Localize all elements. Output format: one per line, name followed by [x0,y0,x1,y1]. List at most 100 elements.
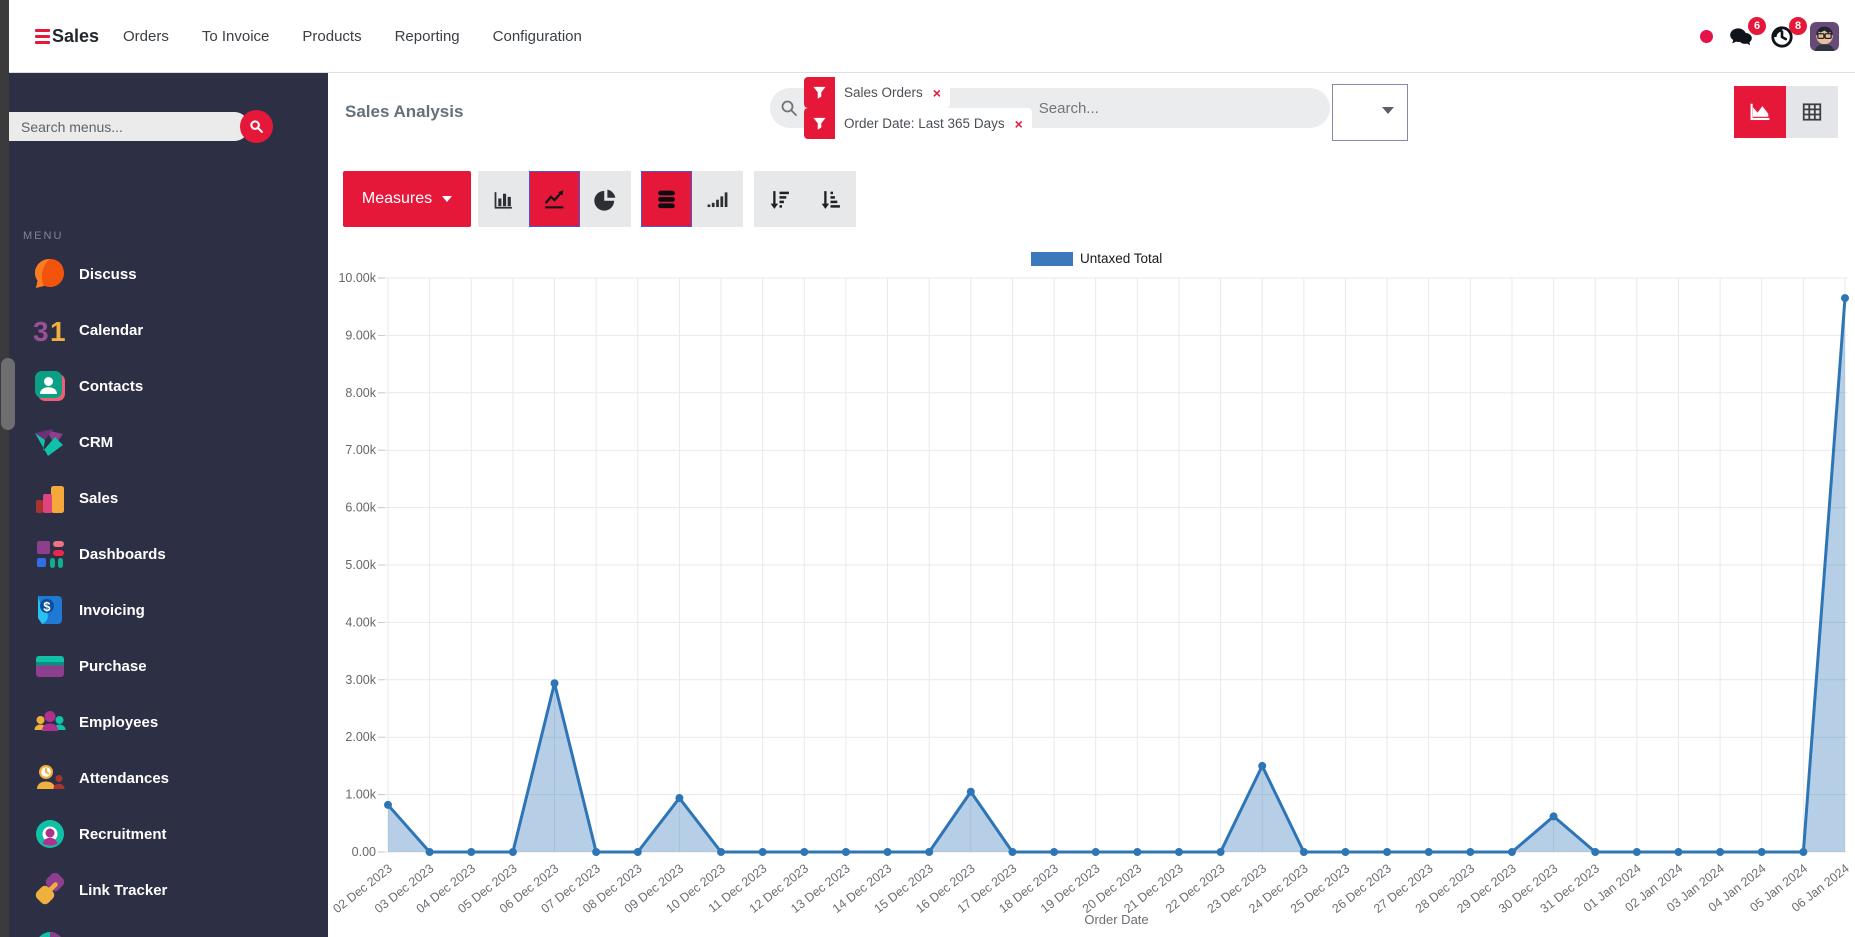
sidebar-item-pie-app-icon[interactable] [9,918,328,937]
sidebar-item-dashboards[interactable]: Dashboards [9,526,328,582]
sidebar-item-purchase[interactable]: Purchase [9,638,328,694]
sidebar-item-label: Link Tracker [79,881,168,899]
search-facets: Sales Orders × Order Date: Last 365 Days × [804,77,1039,139]
legend-swatch [1031,251,1073,266]
user-avatar[interactable] [1810,22,1839,51]
menu-search-button[interactable] [240,110,273,143]
nav-item-products[interactable]: Products [302,28,362,45]
recruitment-icon [33,817,67,851]
filter-icon [804,108,835,139]
search-input[interactable] [1038,99,1320,117]
sidebar-menu: Discuss 3 1 Calendar Contacts CRM Sales Dashboa… [9,246,328,937]
svg-text:4.00k: 4.00k [345,615,376,629]
systray: 6 8 [1700,0,1839,73]
sort-ascending-icon [819,188,842,211]
nav-item-reporting[interactable]: Reporting [394,28,460,45]
search-facet-sales-orders[interactable]: Sales Orders × [804,77,1032,108]
sidebar-search [9,110,273,143]
svg-text:0.00: 0.00 [352,845,376,859]
sidebar-item-employees[interactable]: Employees [9,694,328,750]
bar-chart-icon [492,188,515,211]
menu-search-input[interactable] [9,112,249,141]
sort-descending-button[interactable] [754,171,805,227]
sidebar-item-contacts[interactable]: Contacts [9,358,328,414]
hamburger-icon [35,29,50,44]
stacked-button[interactable] [641,171,692,227]
pie-chart-button[interactable] [580,171,631,227]
scrollbar-thumb[interactable] [1,358,15,430]
facet-remove-button[interactable]: × [932,84,941,101]
purchase-icon [33,649,67,683]
sidebar-item-discuss[interactable]: Discuss [9,246,328,302]
sidebar-item-label: CRM [79,433,114,451]
search-options-toggle[interactable] [1332,84,1408,141]
nav-item-to-invoice[interactable]: To Invoice [201,28,270,45]
svg-text:6.00k: 6.00k [345,501,376,515]
pivot-view-button[interactable] [1786,86,1838,138]
attendances-icon [33,761,67,795]
svg-text:1.00k: 1.00k [345,788,376,802]
sidebar-item-label: Dashboards [79,545,166,563]
svg-text:9.00k: 9.00k [345,328,376,342]
menu-section-label: MENU [23,230,64,242]
sidebar-item-recruitment[interactable]: Recruitment [9,806,328,862]
pie-app-icon [33,929,67,937]
app-brand[interactable]: Sales [52,26,100,46]
sidebar-item-sales[interactable]: Sales [9,470,328,526]
sidebar-item-calendar[interactable]: 3 1 Calendar [9,302,328,358]
chevron-down-icon [1382,107,1394,114]
svg-text:3.00k: 3.00k [345,673,376,687]
pivot-icon [1799,99,1825,125]
measures-label: Measures [361,190,433,207]
toolbar-group-1 [641,171,743,227]
discuss-icon [33,257,67,291]
window-scrollbar[interactable] [0,0,15,937]
sales-icon [33,481,67,515]
search-bar[interactable]: Sales Orders × Order Date: Last 365 Days × [770,77,1330,139]
view-switcher [1734,86,1838,138]
nav-item-configuration[interactable]: Configuration [492,28,582,45]
filter-icon [804,77,835,108]
chart-legend[interactable]: Untaxed Total [1031,251,1162,266]
nav-item-orders[interactable]: Orders [123,28,169,45]
stacked-icon [655,188,678,211]
svg-text:10.00k: 10.00k [338,271,376,285]
facet-label: Order Date: Last 365 Days [844,116,1005,131]
sidebar-item-invoicing[interactable]: $ Invoicing [9,582,328,638]
search-facet-order-date-last-365-days[interactable]: Order Date: Last 365 Days × [804,108,1032,139]
clock-icon [1771,25,1793,48]
svg-text:2.00k: 2.00k [345,730,376,744]
activities-button[interactable]: 8 [1769,16,1807,50]
messages-badge: 6 [1748,16,1766,35]
line-chart-icon [543,188,566,211]
link-tracker-icon [33,873,67,907]
svg-text:8.00k: 8.00k [345,386,376,400]
area-chart-icon [1747,99,1773,125]
graph-view-button[interactable] [1734,86,1786,138]
sales-analysis-chart[interactable]: 0.00 1.00k 2.00k 3.00k 4.00k 5.00k 6.00k 7.00k 8… [328,240,1855,937]
messages-button[interactable]: 6 [1728,16,1766,50]
search-icon [250,120,263,133]
sidebar-item-crm[interactable]: CRM [9,414,328,470]
sidebar-item-label: Calendar [79,321,144,339]
sidebar-item-label: Recruitment [79,825,167,843]
facet-label: Sales Orders [844,85,923,100]
cumulative-icon [706,188,729,211]
apps-menu-button[interactable]: Sales [35,0,99,73]
sidebar-item-attendances[interactable]: Attendances [9,750,328,806]
sidebar: MENU Discuss 31 Calendar Contacts CRM Sales Da… [9,73,328,937]
sidebar-item-label: Employees [79,713,159,731]
avatar-image-icon [1810,22,1839,51]
bar-chart-button[interactable] [478,171,529,227]
svg-text:Order Date: Order Date [1084,912,1148,927]
cumulative-button[interactable] [692,171,743,227]
measures-button[interactable]: Measures [343,171,471,227]
sort-ascending-button[interactable] [805,171,856,227]
employees-icon [33,705,67,739]
sidebar-item-link-tracker[interactable]: Link Tracker [9,862,328,918]
sidebar-item-label: Purchase [79,657,147,675]
facet-remove-button[interactable]: × [1014,115,1023,132]
line-chart-button[interactable] [529,171,580,227]
pie-chart-icon [594,188,617,211]
